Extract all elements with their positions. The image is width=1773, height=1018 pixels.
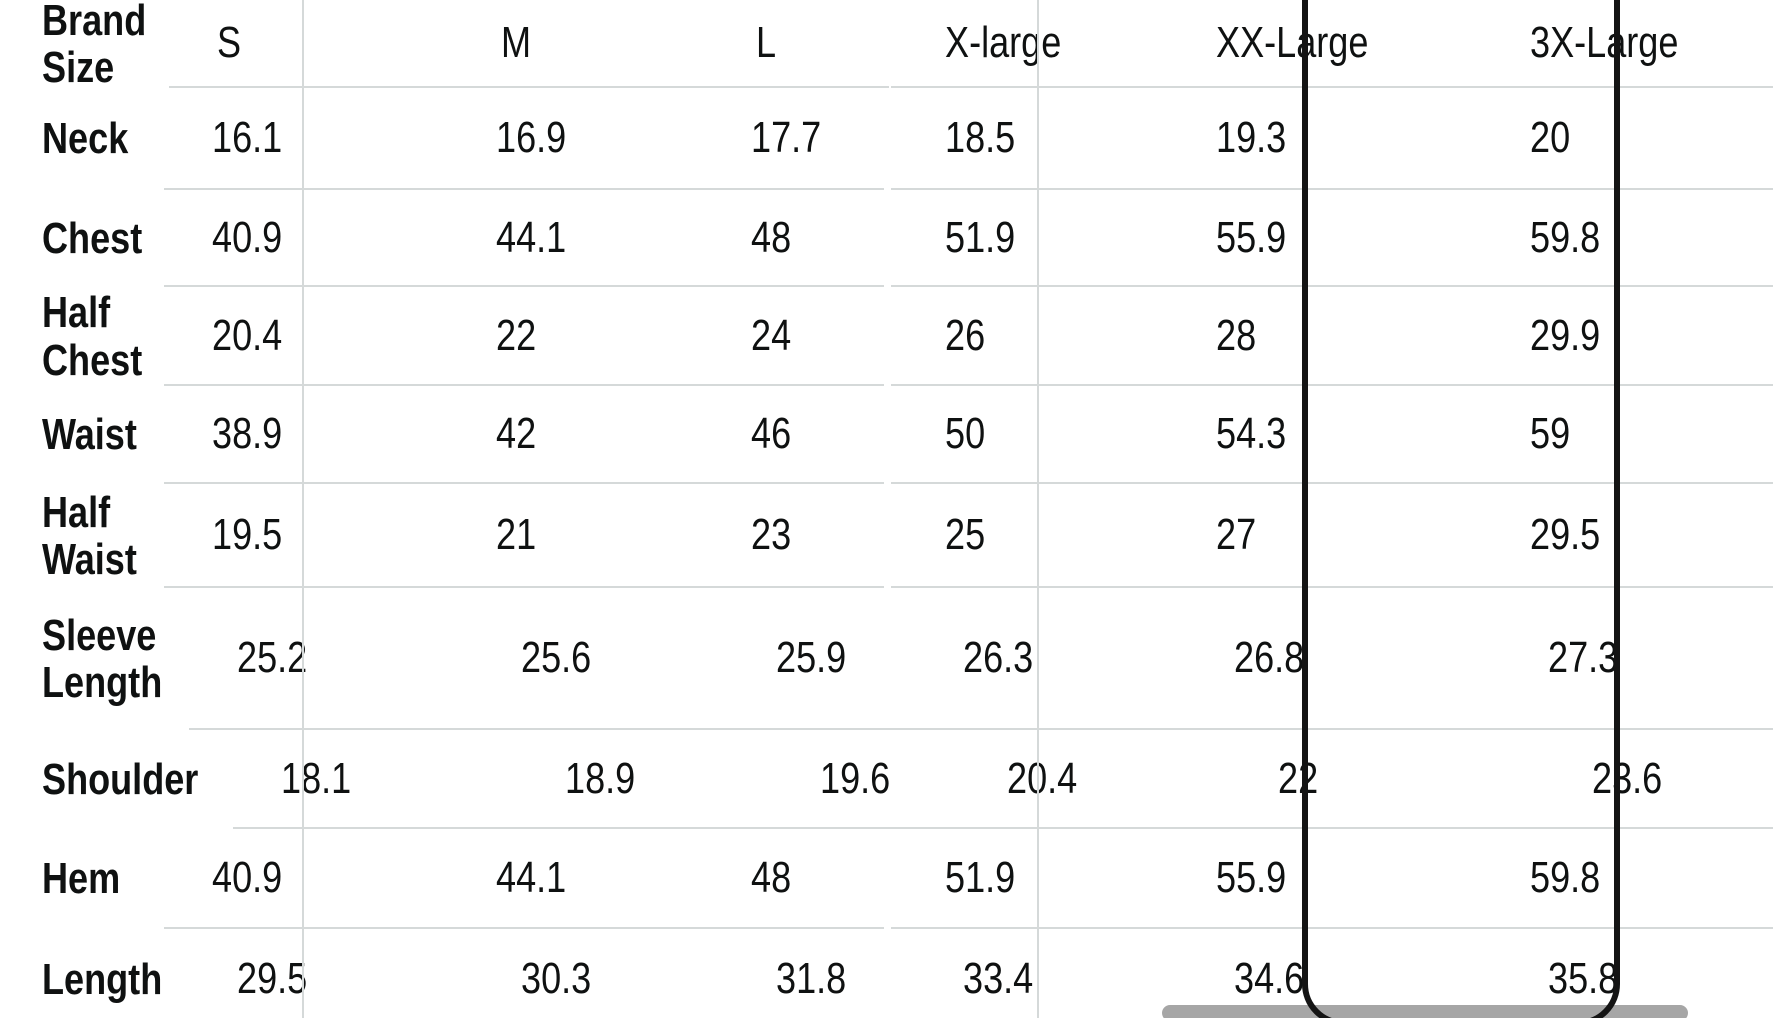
cell-value: 28 <box>1216 310 1257 360</box>
cell-value: 22 <box>1277 753 1318 803</box>
table-row-neck: Neck 16.1 16.9 17.7 18.5 19.3 20 <box>0 88 1773 190</box>
column-gap <box>884 829 891 929</box>
cell-value: 20.4 <box>212 310 283 360</box>
table-row-half-chest: Half Chest 20.4 22 24 26 28 29.9 <box>0 287 1773 386</box>
cell-value: 19.5 <box>211 510 283 560</box>
cell-value: 27 <box>1216 510 1257 560</box>
cell-value: 30.3 <box>520 954 591 1004</box>
horizontal-scrollbar-thumb[interactable] <box>1162 1005 1688 1018</box>
cell-value: 25.9 <box>775 633 846 683</box>
cell-value: 48 <box>750 853 792 903</box>
corner-header-cell: Brand Size <box>0 0 169 92</box>
table-header-row: Brand Size S M L X-large XX-Large 3X-Lar… <box>0 0 1773 92</box>
cell-value: 33.4 <box>962 954 1033 1004</box>
table-row-hem: Hem 40.9 44.1 48 51.9 55.9 59.8 <box>0 829 1773 929</box>
cell-value: 40.9 <box>211 853 283 903</box>
cell-value: 20 <box>1530 113 1571 163</box>
size-group-divider <box>1037 0 1039 1018</box>
size-header-l[interactable]: L <box>756 18 777 68</box>
row-label: Shoulder <box>42 754 199 804</box>
cell-value: 25.6 <box>520 633 591 683</box>
table-row-waist: Waist 38.9 42 46 50 54.3 59 <box>0 386 1773 484</box>
cell-value: 20.4 <box>1006 753 1077 803</box>
cell-value: 29.5 <box>1530 510 1601 560</box>
cell-value: 46 <box>750 409 792 459</box>
row-label: Half Waist <box>42 487 137 584</box>
table-row-shoulder: Shoulder 18.1 18.9 19.6 20.4 22 23.6 <box>0 730 1773 829</box>
column-gap <box>884 88 891 190</box>
column-gap <box>884 287 891 386</box>
cell-value: 59 <box>1530 409 1571 459</box>
label-column-divider <box>302 0 304 1018</box>
cell-value: 26.3 <box>962 633 1033 683</box>
cell-value: 17.7 <box>750 113 822 163</box>
cell-value: 23.6 <box>1591 753 1662 803</box>
row-label: Hem <box>42 854 121 904</box>
column-gap <box>884 484 891 588</box>
cell-value: 18.1 <box>280 753 351 803</box>
cell-value: 51.9 <box>945 853 1016 903</box>
cell-value: 38.9 <box>211 409 283 459</box>
cell-value: 26 <box>945 310 986 360</box>
corner-header-label: Brand Size <box>42 0 147 92</box>
size-header-xxlarge[interactable]: XX-Large <box>1216 18 1369 68</box>
cell-value: 18.5 <box>945 113 1016 163</box>
cell-value: 59.8 <box>1530 212 1601 262</box>
row-label: Half Chest <box>42 288 143 385</box>
cell-value: 55.9 <box>1216 853 1287 903</box>
cell-value: 48 <box>751 212 792 262</box>
cell-value: 25.2 <box>236 633 307 683</box>
cell-value: 19.6 <box>819 753 890 803</box>
cell-value: 59.8 <box>1530 853 1601 903</box>
cell-value: 21 <box>495 510 537 560</box>
cell-value: 40.9 <box>212 212 283 262</box>
size-header-s[interactable]: S <box>217 18 242 68</box>
column-gap <box>884 386 891 484</box>
row-label: Waist <box>42 410 137 460</box>
cell-value: 55.9 <box>1216 212 1287 262</box>
cell-value: 35.8 <box>1547 954 1618 1004</box>
column-gap <box>884 190 891 287</box>
cell-value: 50 <box>945 409 986 459</box>
cell-value: 27.3 <box>1547 633 1618 683</box>
cell-value: 51.9 <box>945 212 1016 262</box>
row-label: Chest <box>42 213 143 263</box>
cell-value: 34.6 <box>1233 954 1304 1004</box>
cell-value: 16.9 <box>495 113 567 163</box>
cell-value: 29.5 <box>236 954 307 1004</box>
cell-value: 24 <box>751 310 792 360</box>
cell-value: 44.1 <box>496 212 567 262</box>
size-header-3xlarge[interactable]: 3X-Large <box>1530 18 1679 68</box>
cell-value: 31.8 <box>775 954 846 1004</box>
cell-value: 19.3 <box>1216 113 1287 163</box>
cell-value: 42 <box>495 409 537 459</box>
cell-value: 22 <box>496 310 537 360</box>
size-header-m[interactable]: M <box>501 18 532 68</box>
cell-value: 18.9 <box>564 753 635 803</box>
cell-value: 23 <box>750 510 792 560</box>
row-label: Neck <box>42 114 129 164</box>
cell-value: 54.3 <box>1216 409 1287 459</box>
cell-value: 26.8 <box>1233 633 1304 683</box>
size-header-xlarge[interactable]: X-large <box>945 18 1062 68</box>
cell-value: 16.1 <box>211 113 283 163</box>
row-label: Length <box>42 955 163 1005</box>
cell-value: 25 <box>945 510 986 560</box>
cell-value: 44.1 <box>495 853 567 903</box>
table-row-length: Length 29.5 30.3 31.8 33.4 34.6 35.8 <box>0 929 1773 1018</box>
table-row-chest: Chest 40.9 44.1 48 51.9 55.9 59.8 <box>0 190 1773 287</box>
row-label: Sleeve Length <box>42 610 163 707</box>
table-row-sleeve-length: Sleeve Length 25.2 25.6 25.9 26.3 26.8 2… <box>0 588 1773 730</box>
cell-value: 29.9 <box>1530 310 1601 360</box>
table-row-half-waist: Half Waist 19.5 21 23 25 27 29.5 <box>0 484 1773 588</box>
